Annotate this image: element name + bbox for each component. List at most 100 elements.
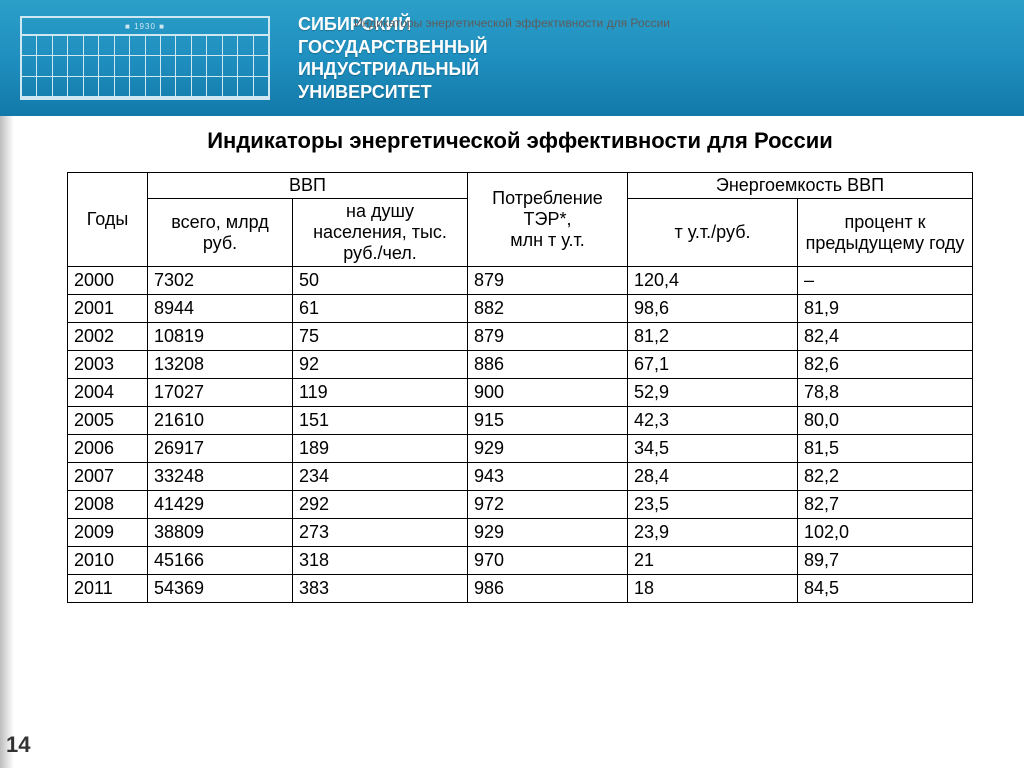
table-cell: 81,5 [798, 435, 973, 463]
th-intensity-pct: процент к предыдущему году [798, 199, 973, 267]
table-row: 2010451663189702189,7 [68, 547, 973, 575]
table-cell: 189 [293, 435, 468, 463]
slide-caption: Индикаторы энергетической эффективности … [0, 16, 1024, 30]
table-cell: 21610 [148, 407, 293, 435]
table-row: 20062691718992934,581,5 [68, 435, 973, 463]
table-cell: 82,6 [798, 351, 973, 379]
table-cell: 234 [293, 463, 468, 491]
table-cell: 119 [293, 379, 468, 407]
table-row: 2000730250879120,4– [68, 267, 973, 295]
table-cell: 2004 [68, 379, 148, 407]
table-cell: 84,5 [798, 575, 973, 603]
th-years: Годы [68, 173, 148, 267]
table-cell: 92 [293, 351, 468, 379]
table-row: 20052161015191542,380,0 [68, 407, 973, 435]
table-row: 20084142929297223,582,7 [68, 491, 973, 519]
table-cell: 52,9 [628, 379, 798, 407]
table-cell: 929 [468, 519, 628, 547]
table-row: 20073324823494328,482,2 [68, 463, 973, 491]
data-table: Годы ВВП Потребление ТЭР*, млн т у.т. Эн… [67, 172, 973, 603]
table-cell: 8944 [148, 295, 293, 323]
table-cell: 54369 [148, 575, 293, 603]
table-cell: 929 [468, 435, 628, 463]
table-cell: 986 [468, 575, 628, 603]
table-cell: 102,0 [798, 519, 973, 547]
table-cell: 23,9 [628, 519, 798, 547]
table-cell: 882 [468, 295, 628, 323]
table-cell: 98,6 [628, 295, 798, 323]
th-gdp-percap: на душу населения, тыс. руб./чел. [293, 199, 468, 267]
table-cell: 82,2 [798, 463, 973, 491]
table-cell: 81,9 [798, 295, 973, 323]
table-body: 2000730250879120,4–200189446188298,681,9… [68, 267, 973, 603]
table-cell: 28,4 [628, 463, 798, 491]
table-row: 2002108197587981,282,4 [68, 323, 973, 351]
th-intensity-ratio: т у.т./руб. [628, 199, 798, 267]
table-cell: 82,4 [798, 323, 973, 351]
table-cell: 318 [293, 547, 468, 575]
table-cell: 292 [293, 491, 468, 519]
table-cell: 26917 [148, 435, 293, 463]
table-cell: 2009 [68, 519, 148, 547]
table-cell: 82,7 [798, 491, 973, 519]
th-gdp-group: ВВП [148, 173, 468, 199]
table-cell: 2001 [68, 295, 148, 323]
table-cell: 23,5 [628, 491, 798, 519]
th-gdp-total: всего, млрд руб. [148, 199, 293, 267]
table-cell: 900 [468, 379, 628, 407]
table-cell: 273 [293, 519, 468, 547]
table-cell: 2003 [68, 351, 148, 379]
table-head: Годы ВВП Потребление ТЭР*, млн т у.т. Эн… [68, 173, 973, 267]
table-cell: 943 [468, 463, 628, 491]
slide-title: Индикаторы энергетической эффективности … [32, 128, 1008, 154]
table-cell: 67,1 [628, 351, 798, 379]
table-row: 20093880927392923,9102,0 [68, 519, 973, 547]
table-cell: 89,7 [798, 547, 973, 575]
table-cell: 120,4 [628, 267, 798, 295]
table-row: 200189446188298,681,9 [68, 295, 973, 323]
side-shadow [0, 116, 14, 768]
table-cell: 18 [628, 575, 798, 603]
table-cell: 972 [468, 491, 628, 519]
table-cell: 2000 [68, 267, 148, 295]
uni-line3: ИНДУСТРИАЛЬНЫЙ [298, 58, 488, 81]
page-number: 14 [6, 732, 30, 758]
table-cell: 78,8 [798, 379, 973, 407]
table-cell: 42,3 [628, 407, 798, 435]
table-cell: 879 [468, 267, 628, 295]
table-cell: 7302 [148, 267, 293, 295]
table-cell: – [798, 267, 973, 295]
uni-line4: УНИВЕРСИТЕТ [298, 81, 488, 104]
table-cell: 80,0 [798, 407, 973, 435]
table-row: 2011543693839861884,5 [68, 575, 973, 603]
table-cell: 75 [293, 323, 468, 351]
table-cell: 38809 [148, 519, 293, 547]
table-cell: 61 [293, 295, 468, 323]
table-cell: 81,2 [628, 323, 798, 351]
th-consumption: Потребление ТЭР*, млн т у.т. [468, 173, 628, 267]
table-cell: 915 [468, 407, 628, 435]
table-cell: 17027 [148, 379, 293, 407]
table-cell: 2008 [68, 491, 148, 519]
table-row: 2003132089288667,182,6 [68, 351, 973, 379]
table-cell: 2011 [68, 575, 148, 603]
table-cell: 2010 [68, 547, 148, 575]
table-cell: 151 [293, 407, 468, 435]
table-cell: 879 [468, 323, 628, 351]
table-cell: 33248 [148, 463, 293, 491]
table-cell: 970 [468, 547, 628, 575]
table-cell: 2006 [68, 435, 148, 463]
table-cell: 34,5 [628, 435, 798, 463]
table-cell: 2002 [68, 323, 148, 351]
table-cell: 13208 [148, 351, 293, 379]
table-cell: 21 [628, 547, 798, 575]
table-cell: 383 [293, 575, 468, 603]
th-intensity-group: Энергоемкость ВВП [628, 173, 973, 199]
table-cell: 2007 [68, 463, 148, 491]
table-cell: 886 [468, 351, 628, 379]
table-cell: 10819 [148, 323, 293, 351]
table-cell: 41429 [148, 491, 293, 519]
table-row: 20041702711990052,978,8 [68, 379, 973, 407]
uni-line2: ГОСУДАРСТВЕННЫЙ [298, 36, 488, 59]
slide-content: Индикаторы энергетической эффективности … [32, 128, 1008, 603]
